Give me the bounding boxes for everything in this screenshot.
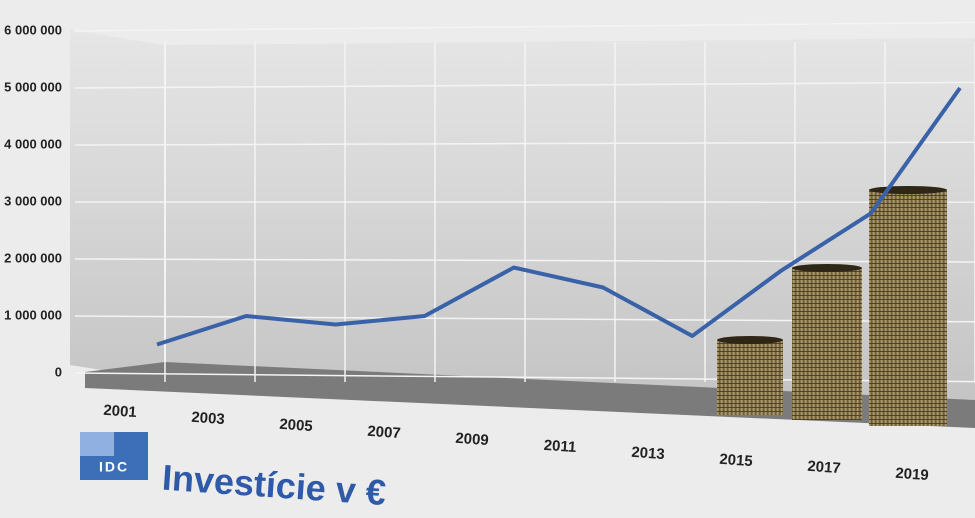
y-tick-label: 2 000 000 <box>4 250 62 265</box>
page: 0 1 000 000 2 000 000 3 000 000 4 000 000 5 0… <box>0 0 975 518</box>
logo: IDC <box>80 432 148 480</box>
x-tick-label: 2007 <box>367 423 401 442</box>
x-tick-label: 2017 <box>807 458 841 477</box>
logo-text: IDC <box>99 459 129 475</box>
x-tick-label: 2013 <box>631 444 665 463</box>
y-tick-label: 0 <box>55 364 62 379</box>
x-tick-label: 2005 <box>279 416 313 435</box>
y-tick-label: 4 000 000 <box>4 136 62 151</box>
x-tick-label: 2003 <box>191 409 225 428</box>
x-tick-label: 2015 <box>719 451 753 470</box>
chart: 0 1 000 000 2 000 000 3 000 000 4 000 000 5 0… <box>0 0 975 518</box>
grid-line <box>75 23 975 31</box>
x-tick-label: 2019 <box>895 465 929 484</box>
x-tick-label: 2001 <box>103 402 137 421</box>
y-tick-label: 3 000 000 <box>4 193 62 208</box>
chart-title: Investície v € <box>161 457 387 514</box>
y-tick-label: 5 000 000 <box>4 79 62 94</box>
y-tick-label: 6 000 000 <box>4 22 62 37</box>
y-tick-label: 1 000 000 <box>4 307 62 322</box>
x-tick-label: 2011 <box>543 437 577 456</box>
x-tick-label: 2009 <box>455 430 489 449</box>
